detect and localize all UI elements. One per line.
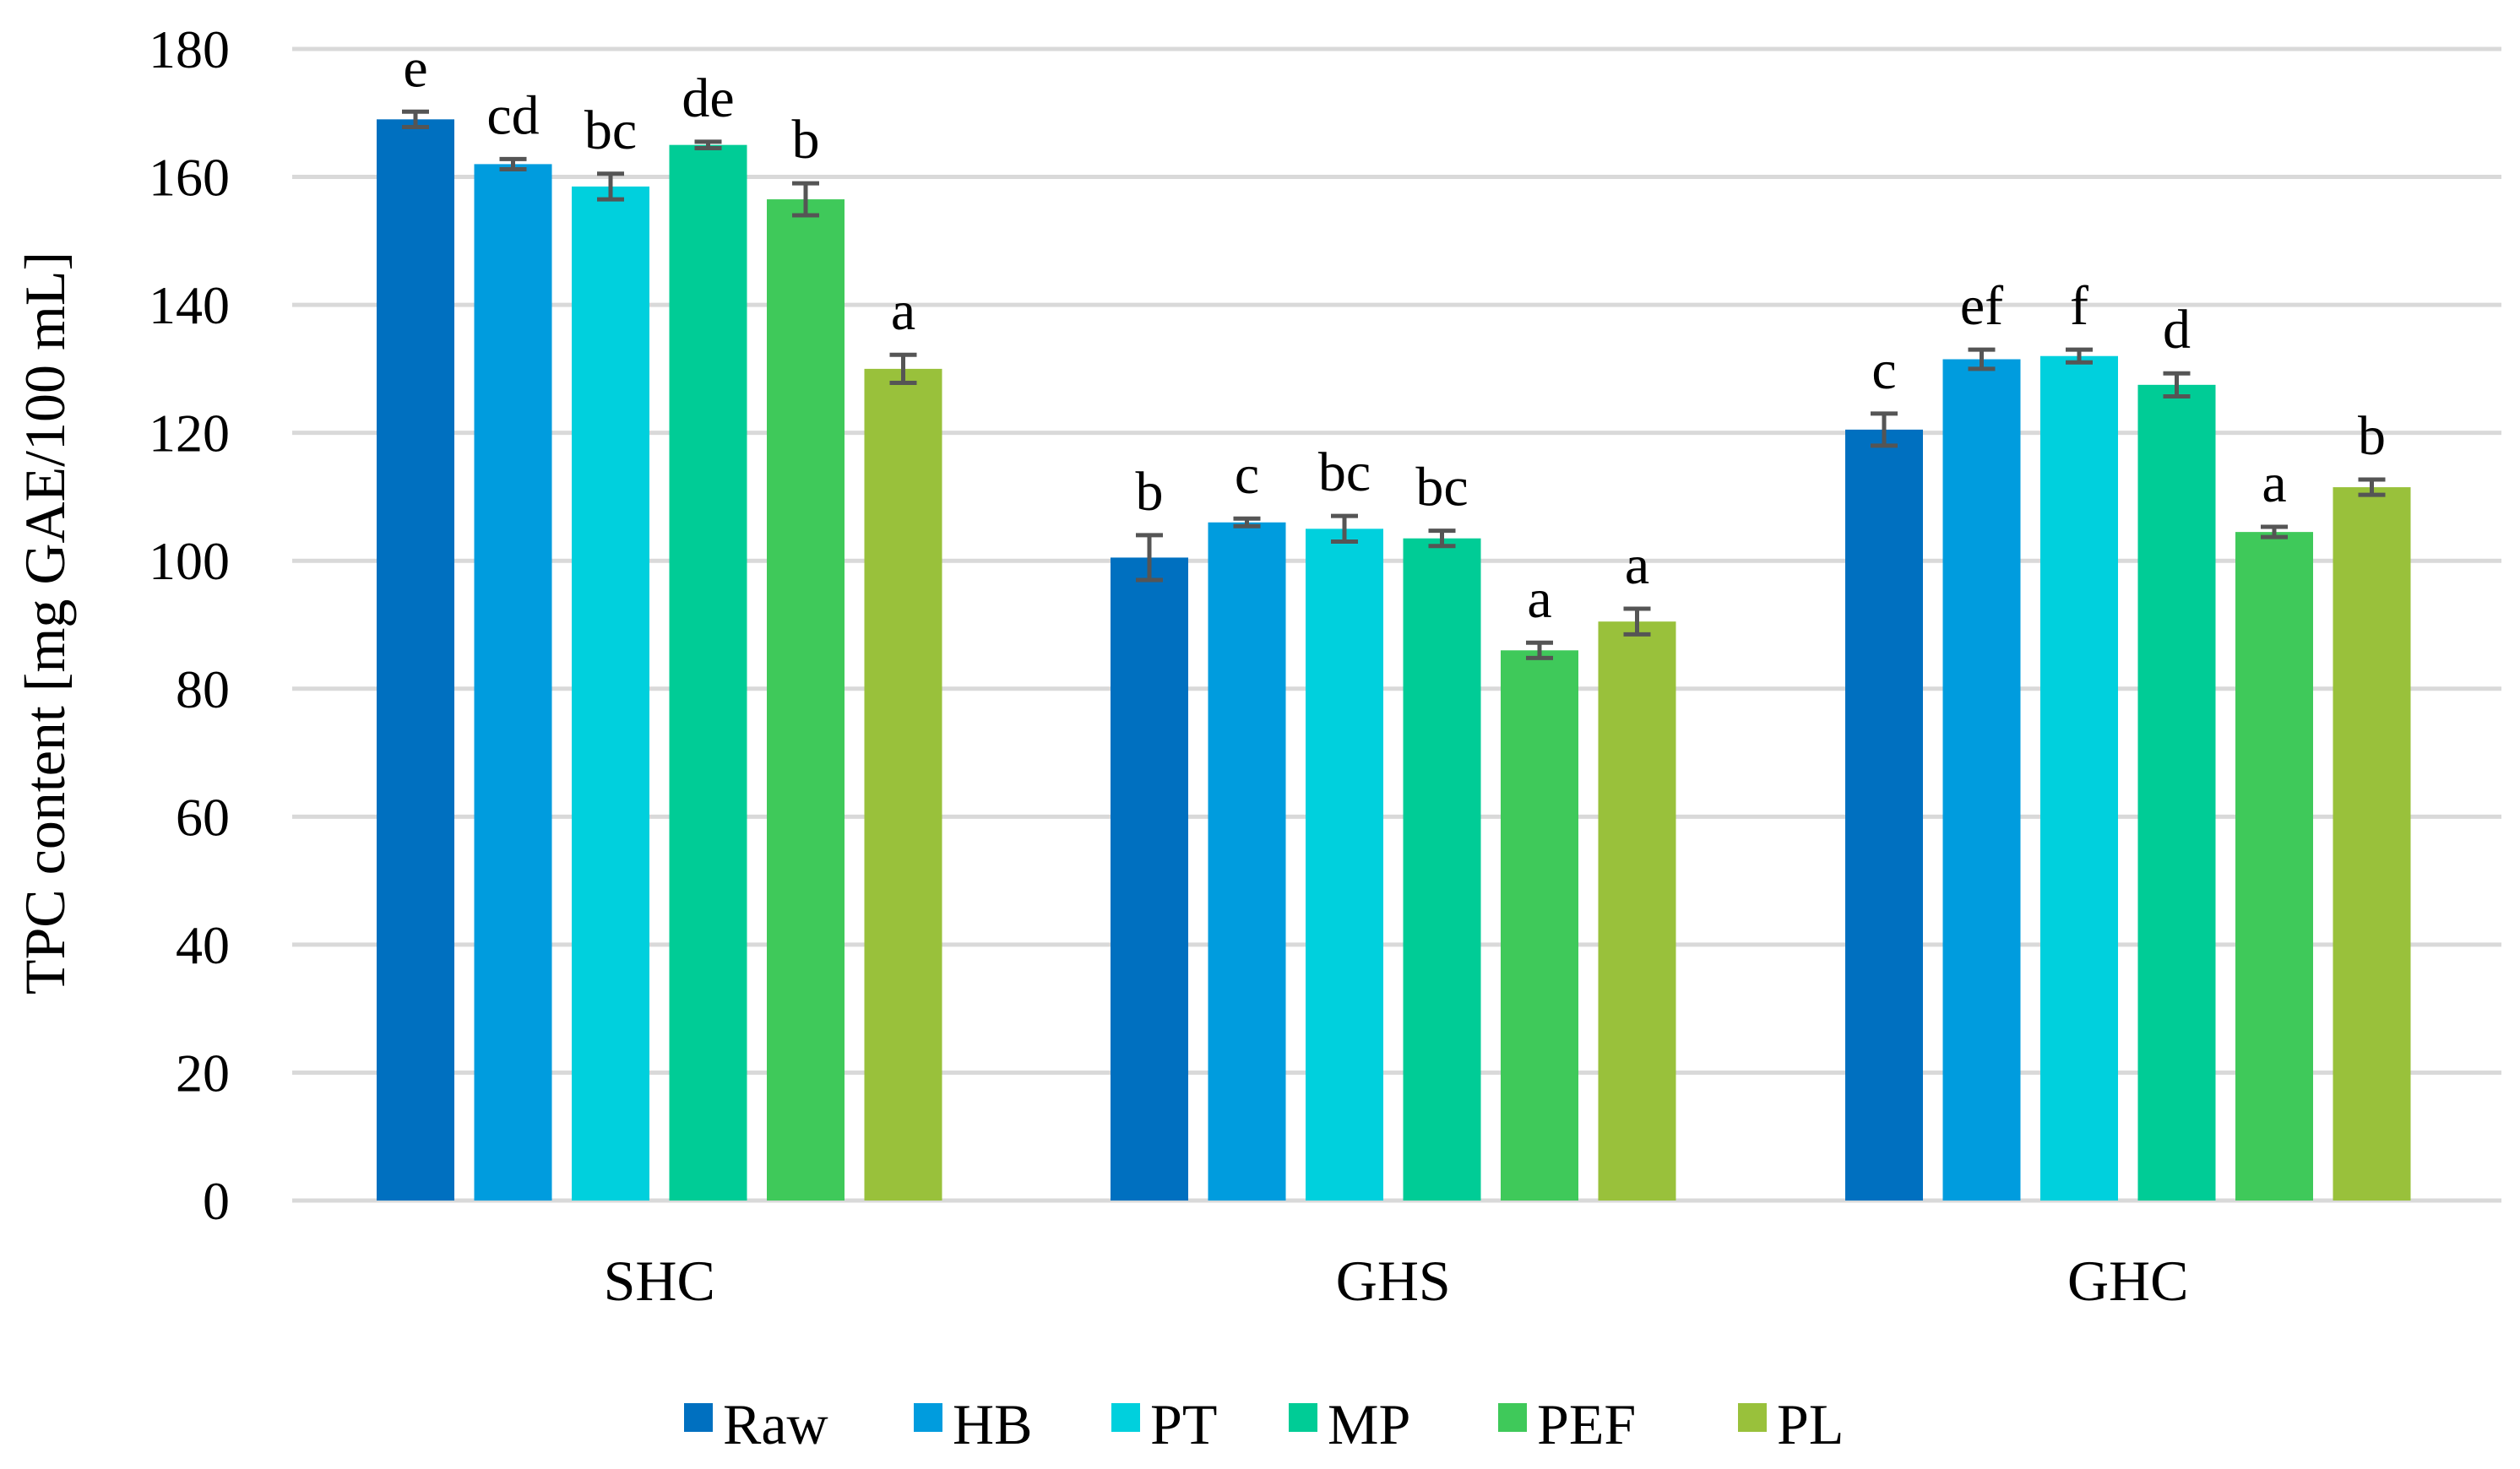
y-tick-label: 60 <box>176 787 230 847</box>
y-tick-label: 180 <box>149 19 230 79</box>
y-tick-label: 0 <box>203 1171 230 1231</box>
gridlines <box>292 46 2501 1203</box>
significance-letter: d <box>2163 299 2191 360</box>
x-category-label: GHS <box>1336 1249 1451 1313</box>
y-tick-label: 100 <box>149 531 230 591</box>
y-tick-label: 40 <box>176 915 230 975</box>
significance-letter: c <box>1235 444 1259 506</box>
legend-label-raw: Raw <box>723 1392 828 1456</box>
legend-swatch-hb <box>914 1403 942 1432</box>
error-bars <box>402 109 2386 660</box>
significance-letter: b <box>1136 461 1164 523</box>
significance-letter: ef <box>1960 275 2003 337</box>
x-category-label: SHC <box>604 1249 715 1313</box>
legend-swatch-pl <box>1738 1403 1767 1432</box>
bar-pl-ghc <box>2333 487 2411 1201</box>
legend-swatch-raw <box>684 1403 713 1432</box>
significance-letter: e <box>403 37 427 99</box>
legend-label-pef: PEF <box>1537 1392 1636 1456</box>
significance-letter: cd <box>486 84 539 146</box>
legend: Raw HB PT MP PEF PL <box>684 1392 1844 1456</box>
legend-label-hb: HB <box>953 1392 1032 1456</box>
bar-raw-shc <box>377 119 454 1201</box>
y-axis-title: TPC content [mg GAE/100 mL] <box>13 252 77 995</box>
bar-pl-ghs <box>1598 621 1676 1201</box>
legend-swatch-pef <box>1498 1403 1527 1432</box>
bar-hb-shc <box>474 164 552 1201</box>
significance-letter: a <box>891 280 915 342</box>
bar-hb-ghs <box>1208 522 1286 1201</box>
y-tick-label: 80 <box>176 659 230 719</box>
significance-letter: b <box>792 109 820 171</box>
legend-label-mp: MP <box>1328 1392 1410 1456</box>
legend-label-pt: PT <box>1150 1392 1217 1456</box>
bar-raw-ghc <box>1845 429 1923 1201</box>
y-axis-ticks: 0 20 40 60 80 100 120 140 160 180 <box>149 19 230 1231</box>
legend-swatch-pt <box>1111 1403 1140 1432</box>
bar-pef-shc <box>767 199 845 1201</box>
significance-letter: c <box>1871 339 1896 401</box>
significance-letter: a <box>1625 534 1649 596</box>
y-tick-label: 20 <box>176 1043 230 1103</box>
significance-letter: de <box>682 68 734 129</box>
bar-pt-shc <box>572 186 649 1201</box>
significance-letter: bc <box>1415 457 1468 518</box>
bar-hb-ghc <box>1942 359 2021 1201</box>
y-tick-label: 160 <box>149 148 230 208</box>
significance-letter: b <box>2358 405 2386 467</box>
y-tick-label: 140 <box>149 275 230 335</box>
bar-raw-ghs <box>1111 557 1188 1201</box>
bar-pef-ghc <box>2235 532 2313 1201</box>
bar-mp-shc <box>669 144 747 1201</box>
bar-pt-ghc <box>2040 355 2118 1201</box>
significance-letter: f <box>2070 275 2088 337</box>
x-axis-categories: SHC GHS GHC <box>604 1249 2189 1313</box>
y-tick-label: 120 <box>149 404 230 463</box>
bar-pl-shc <box>864 368 942 1201</box>
bar-pef-ghs <box>1501 650 1578 1201</box>
legend-swatch-mp <box>1289 1403 1317 1432</box>
legend-label-pl: PL <box>1777 1392 1844 1456</box>
bar-pt-ghs <box>1306 529 1383 1201</box>
significance-letter: a <box>2262 453 2286 514</box>
bar-mp-ghs <box>1403 538 1481 1201</box>
significance-letter: bc <box>584 100 637 161</box>
bar-mp-ghc <box>2137 384 2216 1201</box>
bars <box>377 119 2411 1201</box>
x-category-label: GHC <box>2067 1249 2189 1313</box>
significance-letter: bc <box>1318 442 1371 503</box>
significance-letter: a <box>1527 568 1551 630</box>
